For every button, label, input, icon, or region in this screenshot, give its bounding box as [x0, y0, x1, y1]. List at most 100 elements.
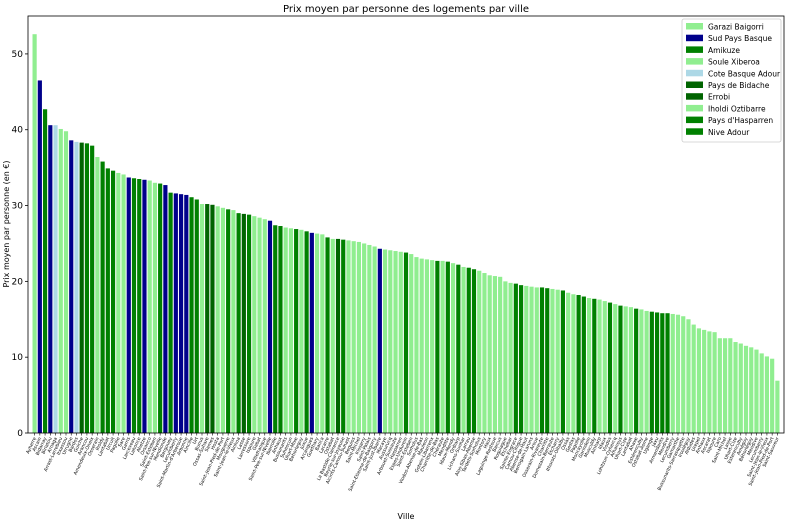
bar-60 — [341, 239, 346, 433]
x-tick-label: Larrau — [460, 436, 472, 452]
bar-37 — [220, 207, 226, 433]
bar-31 — [189, 197, 194, 433]
bar-77 — [430, 260, 435, 433]
bar-98 — [539, 287, 545, 433]
legend-swatch — [686, 46, 703, 53]
legend-box — [681, 18, 782, 143]
bar-32 — [194, 199, 199, 433]
bar-30 — [184, 194, 189, 433]
x-tick-label: Juxue — [299, 436, 310, 451]
legend-swatch — [686, 93, 703, 100]
bar-34 — [205, 204, 210, 433]
bar-40 — [236, 213, 241, 433]
bar-74 — [414, 257, 419, 433]
bar-68 — [382, 249, 388, 433]
bar-71 — [398, 251, 403, 433]
bar-104 — [571, 294, 576, 433]
legend-entry: Nive Adour — [708, 128, 750, 137]
legend-entry: Sud Pays Basque — [708, 34, 772, 43]
bar-39 — [231, 210, 236, 433]
bar-66 — [372, 246, 377, 433]
bar-67 — [377, 248, 382, 433]
bar-114 — [623, 306, 628, 433]
bar-108 — [592, 298, 597, 433]
bar-25 — [158, 183, 163, 433]
y-tick-label: 20 — [12, 277, 24, 287]
bar-136 — [738, 343, 743, 433]
bar-124 — [675, 314, 681, 433]
bar-106 — [581, 296, 586, 433]
bar-99 — [545, 288, 550, 433]
bar-116 — [634, 308, 639, 433]
bar-20 — [131, 178, 137, 433]
bar-55 — [314, 233, 320, 433]
bar-93 — [513, 283, 518, 433]
bar-107 — [586, 298, 592, 433]
x-tick-label: Ossas — [560, 436, 571, 451]
legend-entry: Iholdi Oztibarre — [708, 104, 766, 113]
bar-33 — [199, 204, 205, 433]
bar-62 — [351, 241, 356, 433]
y-tick-label: 0 — [17, 429, 23, 439]
y-tick-label: 40 — [12, 126, 24, 136]
bar-138 — [749, 347, 754, 433]
bar-129 — [702, 329, 707, 433]
bar-89 — [492, 276, 498, 433]
bar-112 — [613, 304, 618, 433]
bar-80 — [445, 261, 450, 433]
y-axis-label: Prix moyen par personne (en €) — [2, 160, 11, 287]
bar-8 — [69, 140, 74, 433]
bar-92 — [508, 282, 513, 433]
bar-95 — [524, 285, 529, 433]
bar-56 — [320, 234, 325, 433]
bar-52 — [299, 229, 304, 433]
y-tick-label: 50 — [12, 50, 24, 60]
bar-94 — [518, 285, 524, 433]
bar-115 — [628, 307, 634, 433]
bar-134 — [728, 338, 733, 433]
bar-97 — [534, 287, 539, 433]
bar-130 — [707, 331, 712, 433]
x-tick-label: Lasse — [723, 436, 734, 450]
bar-2 — [37, 80, 42, 433]
bar-53 — [304, 231, 309, 433]
bar-142 — [770, 358, 775, 433]
bar-4 — [48, 125, 53, 434]
bar-133 — [722, 338, 728, 433]
legend-entry: Cote Basque Adour — [708, 69, 781, 78]
bar-117 — [639, 309, 644, 433]
bar-69 — [388, 250, 393, 433]
bar-59 — [335, 238, 341, 433]
bar-75 — [419, 258, 424, 433]
legend-swatch — [686, 104, 703, 112]
bar-50 — [288, 228, 294, 433]
bar-100 — [550, 288, 555, 433]
bar-84 — [466, 267, 471, 433]
bar-54 — [309, 232, 314, 433]
bar-12 — [90, 145, 95, 433]
bar-51 — [294, 229, 299, 433]
bar-91 — [503, 281, 508, 433]
bar-73 — [409, 254, 414, 433]
x-tick-label: Urcuit — [105, 436, 116, 451]
x-tick-label: Jaxu — [650, 436, 660, 448]
bar-57 — [325, 237, 330, 433]
bar-87 — [482, 273, 487, 433]
bar-131 — [712, 332, 717, 433]
legend: Garazi Baigorri Sud Pays Basque Amikuze Sou… — [681, 18, 782, 143]
x-axis-label: Ville — [398, 512, 415, 521]
bar-13 — [95, 157, 100, 433]
bar-14 — [100, 161, 105, 433]
bar-72 — [403, 252, 409, 433]
y-tick-label: 10 — [12, 353, 24, 363]
bar-76 — [424, 259, 430, 433]
y-tick-label: 30 — [12, 202, 24, 212]
bar-139 — [754, 349, 759, 433]
bar-10 — [79, 142, 84, 433]
bar-58 — [330, 238, 335, 433]
bar-135 — [733, 342, 738, 433]
bar-79 — [440, 260, 445, 433]
legend-entry: Soule Xiberoa — [708, 58, 760, 67]
bar-46 — [267, 220, 273, 433]
